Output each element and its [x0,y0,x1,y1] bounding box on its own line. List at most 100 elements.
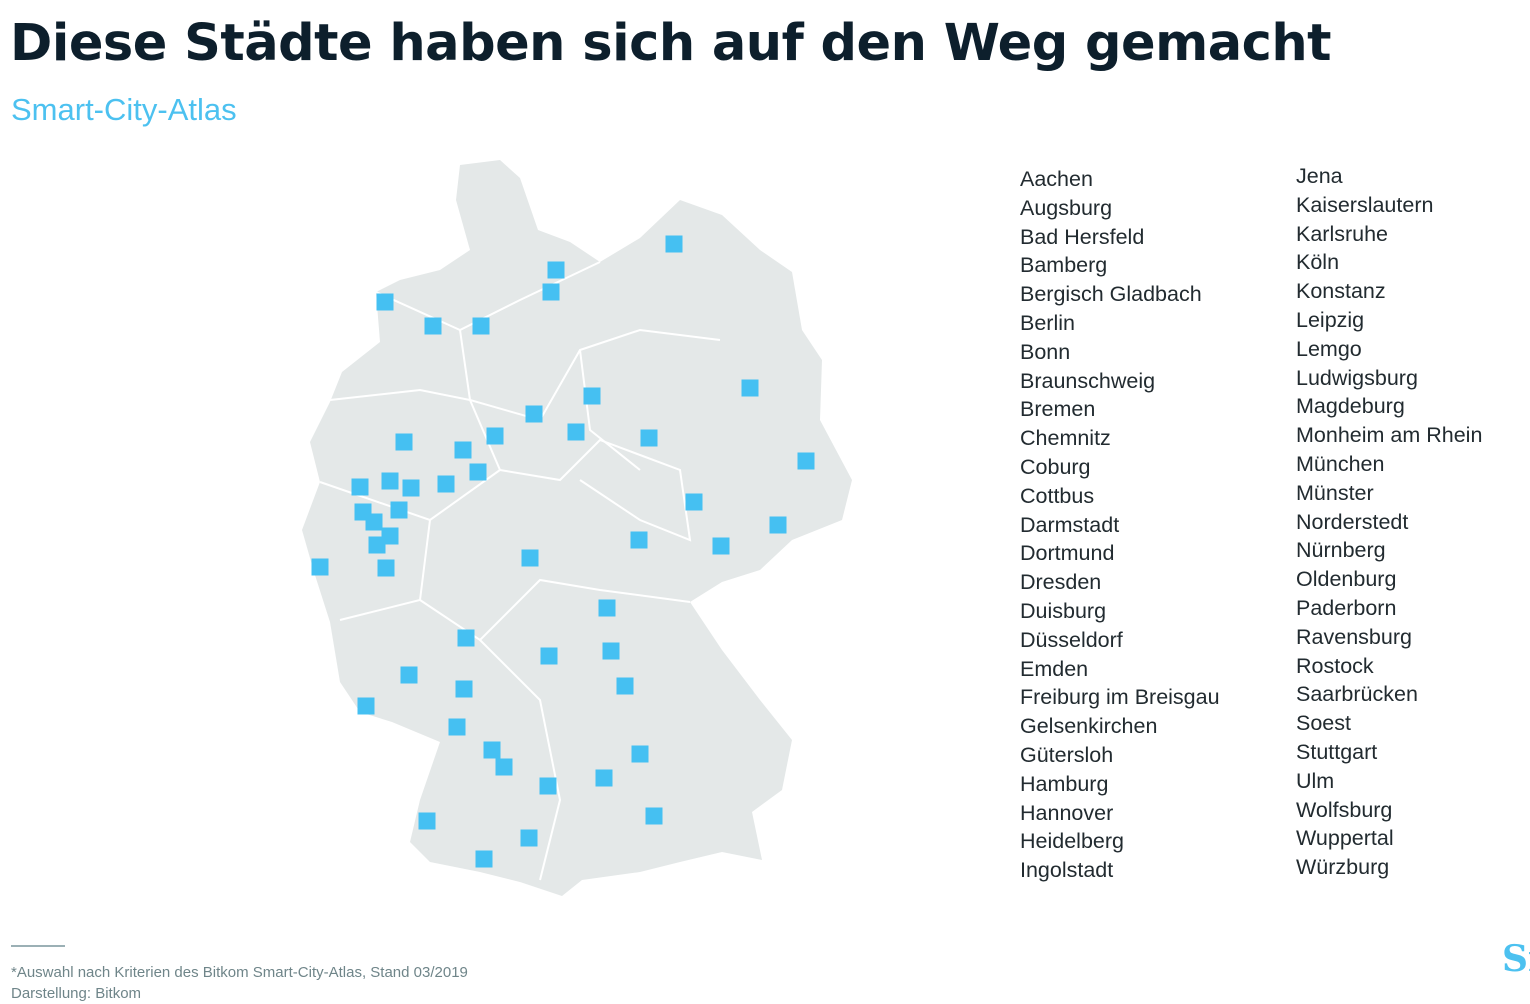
city-marker [455,680,473,698]
city-marker [797,452,815,470]
city-marker [457,629,475,647]
city-list-item: Bonn [1020,339,1071,364]
city-list-item: Lemgo [1296,336,1362,361]
city-marker [645,807,663,825]
footer-note: *Auswahl nach Kriterien des Bitkom Smart… [11,962,468,1004]
germany-outline [302,160,852,896]
city-list-item: Bergisch Gladbach [1020,282,1202,307]
city-list-item: Würzburg [1296,855,1390,880]
city-list-item: Chemnitz [1020,426,1111,451]
credit-text: Darstellung: Bitkom [11,985,142,1002]
city-list-item: Ulm [1296,768,1335,793]
city-list-item: Konstanz [1296,279,1386,304]
city-marker [583,387,601,405]
city-marker [472,317,490,335]
city-list-item: Berlin [1020,310,1075,335]
city-list-item: Karlsruhe [1296,221,1389,246]
city-marker [665,235,683,253]
city-list-item: Augsburg [1020,195,1113,220]
germany-map [302,160,852,896]
city-marker [377,559,395,577]
city-marker [400,666,418,684]
city-marker [486,427,504,445]
city-list-item: Heidelberg [1020,829,1124,854]
city-list-item: Magdeburg [1296,394,1405,419]
city-list-item: Nürnberg [1296,538,1386,563]
city-marker [424,317,442,335]
city-list-item: Kaiserslautern [1296,192,1434,217]
city-list-item: Dortmund [1020,541,1115,566]
page-subtitle: Smart-City-Atlas [11,92,237,127]
city-list-item: Freiburg im Breisgau [1020,685,1220,710]
city-list-item: Saarbrücken [1296,682,1418,707]
city-marker [520,829,538,847]
city-marker [381,527,399,545]
city-marker [311,558,329,576]
city-list-item: Gütersloh [1020,742,1114,767]
brand-logo: Sr [1502,938,1530,980]
city-marker [539,777,557,795]
city-list-item: Dresden [1020,570,1102,595]
city-list-item: Darmstadt [1020,512,1120,537]
city-list-item: Paderborn [1296,595,1397,620]
city-list-item: Hamburg [1020,771,1109,796]
city-marker [521,549,539,567]
city-marker [368,536,386,554]
city-marker [542,283,560,301]
city-list-item: Hannover [1020,800,1114,825]
city-marker [448,718,466,736]
city-marker [547,261,565,279]
city-list-item: Ludwigsburg [1296,365,1418,390]
city-list-item: Rostock [1296,653,1374,678]
city-marker [475,850,493,868]
city-marker [357,697,375,715]
city-marker [390,501,408,519]
city-marker [376,293,394,311]
city-list-item: Monheim am Rhein [1296,423,1483,448]
city-marker [712,537,730,555]
city-list-item: Münster [1296,480,1374,505]
city-marker [595,769,613,787]
city-marker [741,379,759,397]
city-marker [454,441,472,459]
city-marker [525,405,543,423]
city-list-item: Wuppertal [1296,826,1394,851]
city-list-item: Soest [1296,711,1351,736]
city-marker [469,463,487,481]
city-list-item: Bamberg [1020,253,1108,278]
city-marker [495,758,513,776]
city-list-item: Braunschweig [1020,368,1156,393]
city-marker [483,741,501,759]
state-borders [319,261,721,881]
city-marker [567,423,585,441]
city-list-item: Oldenburg [1296,567,1397,592]
city-list-item: Norderstedt [1296,509,1409,534]
city-list-item: Bad Hersfeld [1020,224,1145,249]
city-list-item: Wolfsburg [1296,797,1393,822]
city-marker [616,677,634,695]
city-marker [381,472,399,490]
city-marker [402,479,420,497]
page-title: Diese Städte haben sich auf den Weg gema… [10,14,1332,73]
city-list-item: München [1296,451,1385,476]
city-markers [311,235,815,868]
city-list-item: Bremen [1020,397,1096,422]
city-list-item: Leipzig [1296,307,1365,332]
city-marker [418,812,436,830]
city-marker [365,513,383,531]
city-marker [640,429,658,447]
city-list-item: Coburg [1020,454,1091,479]
city-list-item: Ingolstadt [1020,858,1114,883]
city-marker [685,493,703,511]
city-list-item: Emden [1020,656,1089,681]
city-list-item: Cottbus [1020,483,1095,508]
city-list-item: Stuttgart [1296,739,1378,764]
city-list-item: Duisburg [1020,598,1107,623]
city-list-item: Jena [1296,164,1343,188]
city-list-item: Aachen [1020,167,1093,191]
footnote-text: *Auswahl nach Kriterien des Bitkom Smart… [11,964,468,981]
city-marker [351,478,369,496]
city-list-column-1: Aachen Augsburg Bad Hersfeld Bamberg Bergisc… [1020,165,1220,885]
city-marker [631,745,649,763]
city-marker [769,516,787,534]
